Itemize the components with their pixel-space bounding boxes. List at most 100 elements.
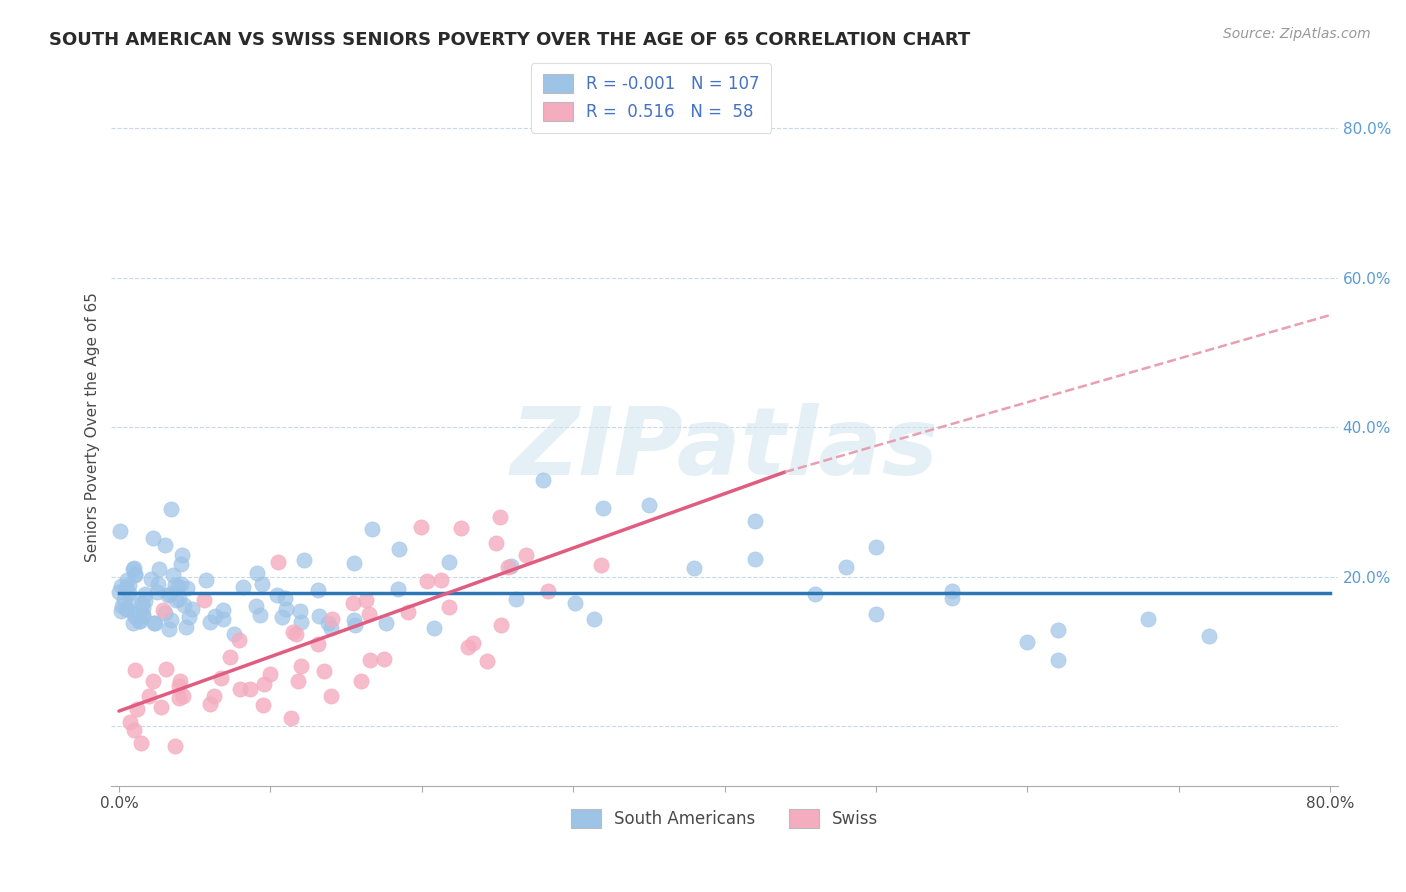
Point [110,604,132,618]
Point [249,608,271,623]
Point [155,662,177,676]
Point [308,609,330,624]
Point [124,607,146,621]
Point [142,616,165,631]
Point [316,615,339,630]
Point [491,618,513,632]
Point [138,689,160,703]
Point [354,593,377,607]
Point [162,568,184,582]
Point [450,521,472,535]
Point [583,612,606,626]
Point [591,558,613,572]
Point [110,579,132,593]
Point [416,574,439,589]
Point [167,580,190,594]
Point [359,653,381,667]
Point [267,555,290,569]
Point [122,562,145,576]
Point [312,665,335,679]
Point [155,538,177,552]
Point [343,557,366,571]
Point [159,502,181,516]
Point [271,609,294,624]
Point [134,594,156,608]
Point [160,613,183,627]
Point [148,562,170,576]
Point [194,573,217,587]
Point [515,548,537,562]
Point [342,596,364,610]
Point [176,620,198,634]
Point [804,587,827,601]
Point [124,568,146,582]
Point [173,599,195,613]
Point [198,697,221,711]
Point [200,615,222,629]
Point [457,640,479,655]
Point [592,501,614,516]
Point [1017,635,1039,649]
Point [169,674,191,689]
Point [124,664,146,678]
Point [202,689,225,703]
Point [148,577,170,591]
Point [744,515,766,529]
Point [387,582,409,596]
Point [218,649,240,664]
Point [124,609,146,624]
Point [307,637,329,651]
Point [132,609,155,624]
Point [228,632,250,647]
Point [373,652,395,666]
Point [131,596,153,610]
Point [112,592,135,607]
Point [108,585,131,599]
Point [307,582,329,597]
Point [193,593,215,607]
Point [288,604,311,618]
Point [437,599,460,614]
Point [319,621,342,635]
Point [212,603,235,617]
Point [343,613,366,627]
Point [396,605,419,619]
Text: ZIPatlas: ZIPatlas [510,402,939,495]
Point [266,588,288,602]
Point [143,616,166,631]
Point [1046,623,1069,637]
Point [292,552,315,566]
Point [531,473,554,487]
Point [124,567,146,582]
Point [744,551,766,566]
Point [501,559,523,574]
Point [209,671,232,685]
Point [273,591,295,606]
Point [142,674,165,689]
Point [319,689,342,703]
Point [246,566,269,580]
Point [941,584,963,599]
Point [176,581,198,595]
Point [290,659,312,673]
Point [280,711,302,725]
Point [115,574,138,588]
Point [170,577,193,591]
Point [375,615,398,630]
Point [321,612,343,626]
Point [361,522,384,536]
Point [139,572,162,586]
Point [290,615,312,630]
Point [496,560,519,574]
Point [834,559,856,574]
Point [637,498,659,512]
Point [122,723,145,738]
Point [245,599,267,614]
Point [239,681,262,696]
Point [129,736,152,750]
Point [170,549,193,563]
Point [285,627,308,641]
Point [461,636,484,650]
Point [125,701,148,715]
Point [537,584,560,599]
